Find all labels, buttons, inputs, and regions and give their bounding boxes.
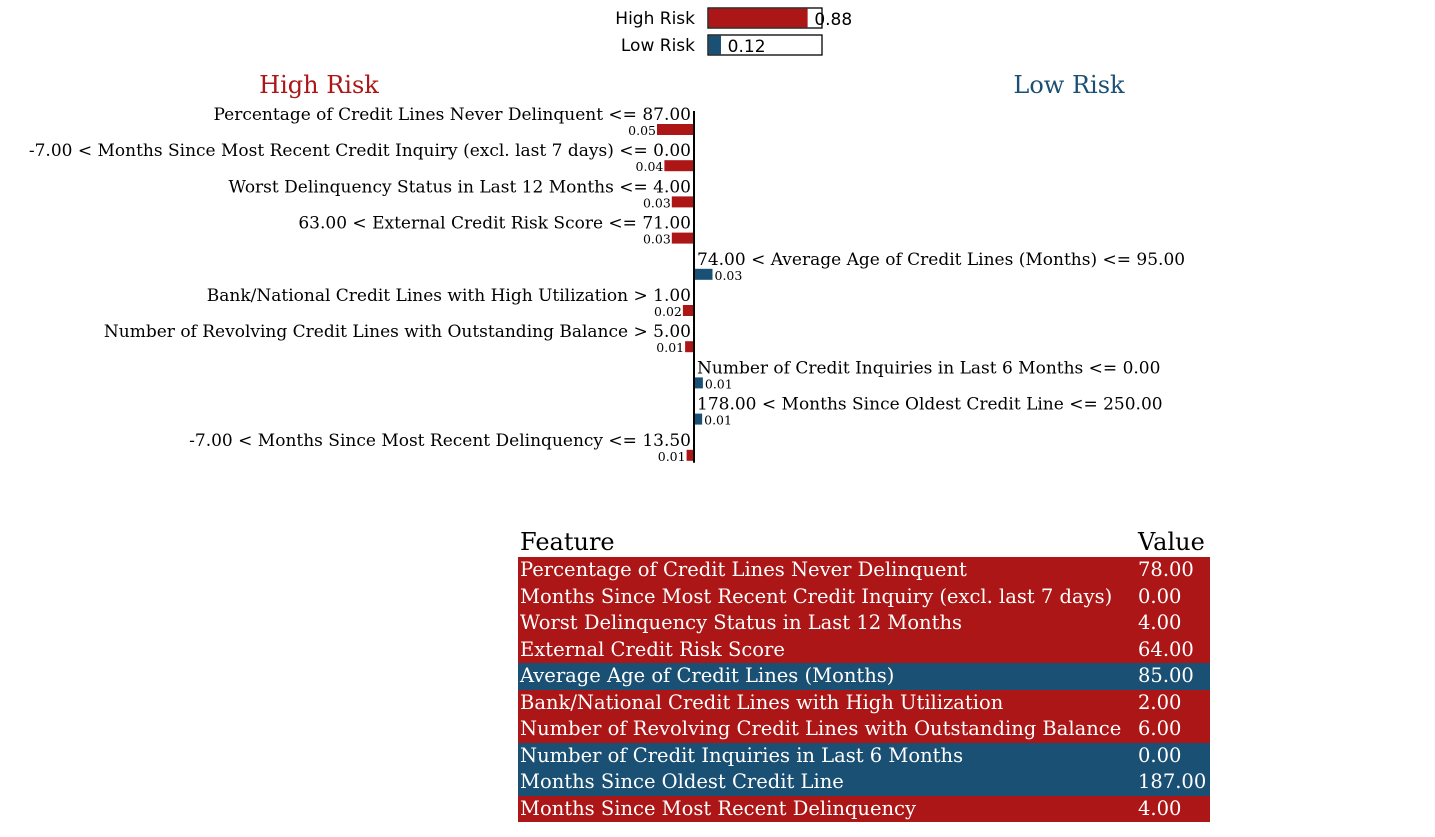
contribution-value-label: 0.01 — [656, 340, 684, 355]
contribution-value-label: 0.04 — [636, 159, 664, 174]
probability-class-label: Low Risk — [621, 36, 695, 56]
contribution-feature-label: 74.00 < Average Age of Credit Lines (Mon… — [697, 250, 1185, 270]
feature-cell: Months Since Most Recent Credit Inquiry … — [520, 584, 1113, 608]
feature-contribution-chart: High Risk Low Risk Percentage of Credit Li… — [29, 71, 1185, 464]
table-header-row: Feature Value — [518, 527, 1210, 557]
contribution-row: 178.00 < Months Since Oldest Credit Line… — [694, 395, 1163, 428]
contribution-value-label: 0.01 — [658, 449, 686, 464]
table-row: Number of Credit Inquiries in Last 6 Mon… — [518, 742, 1210, 769]
contribution-feature-label: 178.00 < Months Since Oldest Credit Line… — [697, 395, 1163, 415]
table-row: Worst Delinquency Status in Last 12 Mont… — [518, 610, 1210, 637]
contribution-bar — [694, 377, 703, 389]
contribution-row: 74.00 < Average Age of Credit Lines (Mon… — [694, 250, 1185, 283]
probability-bar — [708, 8, 808, 28]
contribution-feature-label: 63.00 < External Credit Risk Score <= 71… — [298, 214, 691, 234]
value-cell: 4.00 — [1138, 611, 1182, 635]
table-row: Percentage of Credit Lines Never Delinqu… — [518, 557, 1210, 584]
contribution-bar — [671, 196, 694, 208]
contribution-row: Bank/National Credit Lines with High Uti… — [207, 286, 694, 319]
contribution-row: Number of Credit Inquiries in Last 6 Mon… — [694, 358, 1160, 391]
contribution-bar — [685, 341, 694, 353]
table-row: Months Since Most Recent Credit Inquiry … — [518, 583, 1210, 610]
contribution-value-label: 0.01 — [704, 413, 732, 428]
value-cell: 64.00 — [1138, 637, 1194, 661]
contribution-row: 63.00 < External Credit Risk Score <= 71… — [298, 214, 694, 247]
probability-row: High Risk 0.88 — [615, 7, 852, 30]
table-row: Number of Revolving Credit Lines with Ou… — [518, 716, 1210, 743]
contribution-row: -7.00 < Months Since Most Recent Credit … — [29, 141, 694, 174]
probability-bar — [708, 35, 721, 55]
table-row: Months Since Oldest Credit Line 187.00 — [518, 769, 1210, 796]
value-cell: 2.00 — [1138, 690, 1182, 714]
value-cell: 78.00 — [1138, 558, 1194, 582]
value-cell: 6.00 — [1138, 717, 1182, 741]
feature-cell: Months Since Most Recent Delinquency — [520, 796, 916, 820]
contribution-row: Number of Revolving Credit Lines with Ou… — [104, 322, 694, 355]
feature-cell: Percentage of Credit Lines Never Delinqu… — [520, 558, 967, 582]
contribution-feature-label: Worst Delinquency Status in Last 12 Mont… — [229, 177, 692, 197]
contribution-feature-label: Percentage of Credit Lines Never Delinqu… — [213, 105, 691, 125]
value-cell: 0.00 — [1138, 584, 1182, 608]
contribution-feature-label: Number of Revolving Credit Lines with Ou… — [104, 322, 691, 342]
probability-value-label: 0.12 — [728, 37, 766, 57]
contribution-bar — [686, 449, 694, 461]
feature-cell: Worst Delinquency Status in Last 12 Mont… — [520, 611, 963, 635]
contribution-bar — [671, 232, 694, 244]
value-cell: 187.00 — [1138, 770, 1207, 794]
table-row: External Credit Risk Score 64.00 — [518, 636, 1210, 663]
table-row: Average Age of Credit Lines (Months) 85.0… — [518, 663, 1210, 690]
contribution-bar — [694, 268, 713, 280]
contribution-row: -7.00 < Months Since Most Recent Delinqu… — [189, 431, 694, 464]
feature-cell: Bank/National Credit Lines with High Uti… — [520, 690, 1004, 714]
value-cell: 4.00 — [1138, 796, 1182, 820]
contribution-value-label: 0.01 — [705, 376, 733, 391]
contribution-value-label: 0.03 — [643, 195, 671, 210]
low-risk-side-title: Low Risk — [1013, 71, 1125, 99]
contribution-feature-label: Bank/National Credit Lines with High Uti… — [207, 286, 691, 306]
probability-bar-frame — [707, 7, 823, 29]
contribution-value-label: 0.03 — [643, 232, 671, 247]
contribution-feature-label: -7.00 < Months Since Most Recent Delinqu… — [189, 431, 691, 451]
prediction-probabilities-chart: High Risk 0.88 Low Risk 0.12 — [615, 7, 852, 57]
contribution-value-label: 0.05 — [628, 123, 656, 138]
probability-bar-frame — [707, 34, 823, 56]
table-row: Bank/National Credit Lines with High Uti… — [518, 689, 1210, 716]
contribution-bar — [657, 124, 694, 135]
probability-value-label: 0.88 — [814, 10, 852, 30]
contribution-row: Percentage of Credit Lines Never Delinqu… — [213, 105, 694, 138]
contribution-value-label: 0.02 — [654, 304, 682, 319]
contribution-feature-label: Number of Credit Inquiries in Last 6 Mon… — [697, 358, 1160, 378]
feature-cell: External Credit Risk Score — [520, 637, 785, 661]
value-cell: 0.00 — [1138, 743, 1182, 767]
high-risk-side-title: High Risk — [259, 71, 379, 99]
contribution-bar — [682, 305, 694, 316]
feature-cell: Months Since Oldest Credit Line — [520, 770, 844, 794]
feature-value-table: Feature Value Percentage of Credit Lines… — [518, 527, 1210, 822]
probability-row: Low Risk 0.12 — [621, 34, 823, 57]
value-column-header: Value — [1138, 527, 1205, 556]
feature-cell: Number of Credit Inquiries in Last 6 Mon… — [520, 743, 964, 767]
feature-cell: Average Age of Credit Lines (Months) — [520, 664, 895, 688]
feature-column-header: Feature — [520, 527, 615, 556]
contribution-feature-label: -7.00 < Months Since Most Recent Credit … — [29, 141, 691, 161]
table-row: Months Since Most Recent Delinquency 4.00 — [518, 795, 1210, 822]
contribution-row: Worst Delinquency Status in Last 12 Mont… — [229, 177, 694, 210]
contribution-bar — [664, 160, 694, 172]
contribution-bar — [694, 413, 703, 425]
value-cell: 85.00 — [1138, 664, 1194, 688]
probability-class-label: High Risk — [615, 9, 695, 29]
feature-cell: Number of Revolving Credit Lines with Ou… — [520, 717, 1122, 741]
contribution-value-label: 0.03 — [715, 268, 743, 283]
